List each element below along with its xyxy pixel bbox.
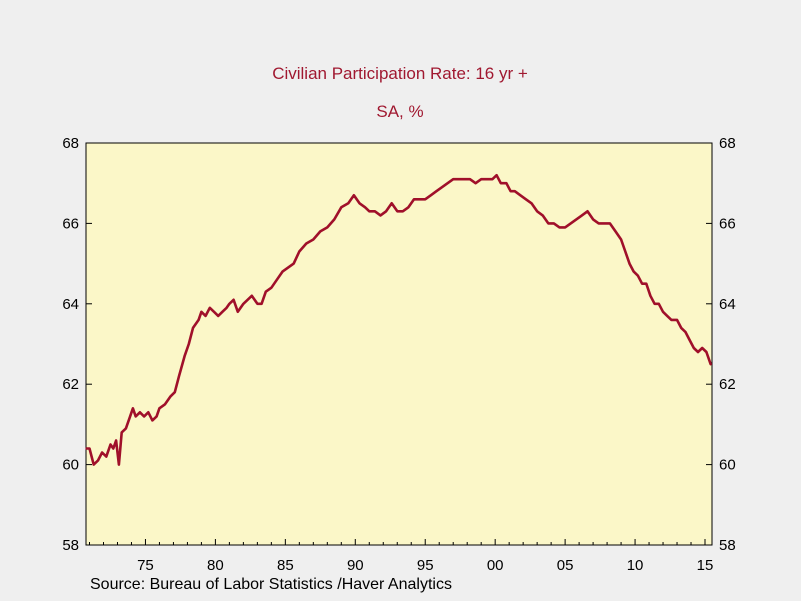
y-tick-label-left: 68	[62, 135, 79, 152]
x-tick-label: 75	[137, 557, 154, 574]
y-tick-label-right: 60	[719, 457, 736, 474]
series-line	[85, 173, 712, 466]
y-tick-label-left: 64	[62, 296, 79, 313]
y-tick-label-right: 62	[719, 376, 736, 393]
x-axis: 75 80 85 90 95 00 05 10 15	[88, 539, 714, 574]
chart-subtitle: SA, %	[376, 102, 423, 121]
chart-title: Civilian Participation Rate: 16 yr +	[272, 64, 528, 83]
y-tick-label-left: 62	[62, 376, 79, 393]
y-tick-label-left: 60	[62, 457, 79, 474]
x-tick-label: 90	[347, 557, 364, 574]
y-tick-label-right: 64	[719, 296, 736, 313]
source-note: Source: Bureau of Labor Statistics /Have…	[90, 576, 452, 593]
y-axis-right: 58 60 62 64 66 68	[706, 135, 736, 554]
x-tick-label: 00	[487, 557, 504, 574]
y-tick-label-right: 66	[719, 215, 736, 232]
x-tick-label: 15	[697, 557, 714, 574]
x-tick-label: 85	[277, 557, 294, 574]
x-tick-label: 10	[627, 557, 644, 574]
plot-area	[85, 142, 713, 546]
y-tick-label-right: 68	[719, 135, 736, 152]
y-tick-label-left: 66	[62, 215, 79, 232]
y-tick-label-left: 58	[62, 537, 79, 554]
y-tick-label-right: 58	[719, 537, 736, 554]
x-tick-label: 05	[557, 557, 574, 574]
y-axis-left: 58 60 62 64 66 68	[62, 135, 92, 554]
x-tick-label: 95	[417, 557, 434, 574]
x-tick-label: 80	[207, 557, 224, 574]
